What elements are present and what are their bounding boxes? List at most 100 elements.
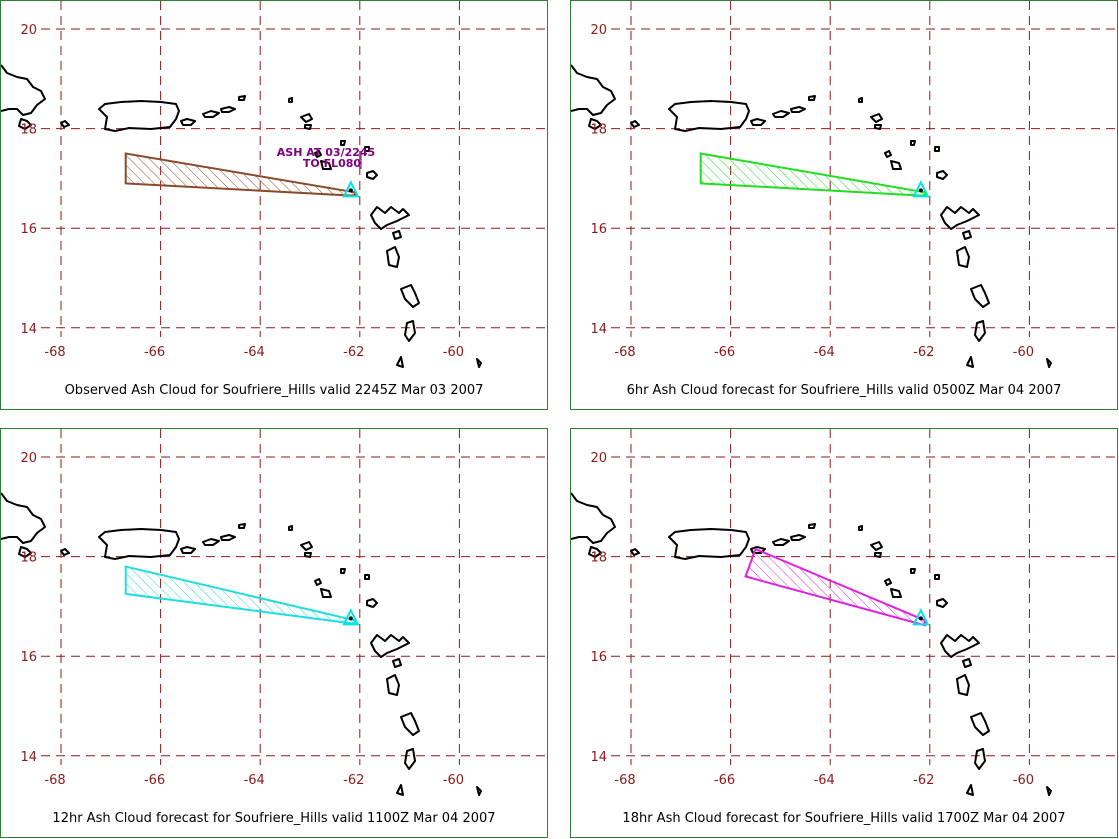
lon-tick-label: -60 — [1013, 345, 1034, 360]
map-panel-6hr: 20 18 16 14 -68 -66 -64 -62 -60 6hr Ash Cloud fo… — [570, 0, 1118, 410]
volcano-dot — [348, 616, 353, 621]
coastline — [808, 95, 816, 101]
coastline — [910, 568, 916, 574]
lon-tick-label: -62 — [913, 345, 934, 360]
coastline — [1, 64, 46, 116]
coastline — [668, 528, 750, 560]
coastline — [966, 356, 974, 368]
coastline — [870, 541, 883, 551]
lon-tick-label: -64 — [814, 773, 835, 788]
coastline — [962, 658, 972, 668]
coastline — [956, 674, 970, 696]
panel-caption: Observed Ash Cloud for Soufriere_Hills v… — [64, 383, 484, 398]
lat-tick-label: 20 — [590, 23, 607, 38]
coastline — [396, 784, 404, 796]
lat-tick-label: 18 — [590, 123, 607, 138]
coastline — [874, 552, 882, 558]
panel-caption: 12hr Ash Cloud forecast for Soufriere_Hi… — [52, 811, 496, 826]
coastline — [238, 523, 246, 529]
volcano-icon — [912, 608, 930, 626]
lon-tick-label: -66 — [144, 345, 165, 360]
lon-tick-label: -66 — [714, 345, 735, 360]
coastline — [630, 548, 640, 556]
coastline — [320, 588, 332, 598]
coastline — [1046, 358, 1052, 368]
coastline — [370, 206, 410, 230]
lat-tick-label: 16 — [590, 650, 607, 665]
coastline — [571, 64, 616, 116]
coastline — [934, 574, 940, 580]
volcano-dot — [348, 188, 353, 193]
lon-tick-label: -60 — [443, 773, 464, 788]
lon-tick-label: -68 — [44, 773, 65, 788]
coastline — [300, 113, 313, 123]
coastline — [790, 534, 806, 541]
coastline — [180, 546, 196, 554]
coastline — [870, 113, 883, 123]
coastline — [366, 170, 378, 180]
coastline — [1, 492, 46, 544]
coastline — [966, 784, 974, 796]
coastline — [202, 110, 220, 118]
coastline — [750, 546, 766, 554]
coastline — [936, 170, 948, 180]
coastline — [392, 230, 402, 240]
coastline — [668, 100, 750, 132]
lon-tick-label: -66 — [144, 773, 165, 788]
lon-tick-label: -60 — [443, 345, 464, 360]
coastline — [874, 124, 882, 130]
coastline — [340, 568, 346, 574]
panel-caption: 6hr Ash Cloud forecast for Soufriere_Hil… — [626, 383, 1062, 398]
coastline — [884, 578, 892, 586]
coastline — [220, 106, 236, 113]
coastline — [970, 712, 990, 736]
lon-tick-label: -64 — [244, 773, 265, 788]
map-18hr: 20 18 16 14 -68 -66 -64 -62 -60 — [571, 429, 1117, 796]
coastline — [858, 97, 863, 103]
coastline — [588, 118, 602, 130]
coastline — [98, 528, 180, 560]
lat-tick-label: 20 — [20, 451, 37, 466]
lon-tick-label: -60 — [1013, 773, 1034, 788]
coastline — [940, 206, 980, 230]
coastline — [18, 118, 32, 130]
coastline — [404, 748, 416, 770]
lon-tick-label: -68 — [44, 345, 65, 360]
map-panel-18hr: 20 18 16 14 -68 -66 -64 -62 -60 18hr Ash Cloud f… — [570, 428, 1118, 838]
volcano-icon — [912, 180, 930, 198]
lat-tick-label: 18 — [590, 551, 607, 566]
coastline — [300, 541, 313, 551]
coastline — [1046, 786, 1052, 796]
coastline — [890, 588, 902, 598]
map-panel-observed: 20 18 16 14 -68 -66 -64 -62 -60 ASH AT 03/2245 TO … — [0, 0, 548, 410]
map-12hr: 20 18 16 14 -68 -66 -64 -62 -60 — [1, 429, 547, 796]
coastline — [884, 150, 892, 158]
coastline — [858, 525, 863, 531]
coastline — [808, 523, 816, 529]
coastline — [392, 658, 402, 668]
coastline — [890, 160, 902, 170]
coastline — [970, 284, 990, 308]
coastline — [314, 578, 322, 586]
lat-tick-label: 20 — [20, 23, 37, 38]
ash-annotation-label: ASH AT 03/2245 — [277, 146, 375, 159]
lat-tick-label: 20 — [590, 451, 607, 466]
coastline — [314, 150, 322, 158]
coastline — [288, 97, 293, 103]
coastline — [60, 548, 70, 556]
panel-caption: 18hr Ash Cloud forecast for Soufriere_Hi… — [622, 811, 1066, 826]
lat-tick-label: 14 — [20, 322, 37, 337]
volcano-icon — [342, 608, 360, 626]
coastline — [220, 534, 236, 541]
coastline — [288, 525, 293, 531]
coastline — [790, 106, 806, 113]
coastline — [98, 100, 180, 132]
lat-tick-label: 16 — [590, 222, 607, 237]
coastline — [750, 118, 766, 126]
coastline — [202, 538, 220, 546]
volcano-dot — [918, 188, 923, 193]
coastline — [18, 546, 32, 558]
lat-tick-label: 16 — [20, 222, 37, 237]
lat-tick-label: 14 — [590, 750, 607, 765]
coastline — [370, 634, 410, 658]
